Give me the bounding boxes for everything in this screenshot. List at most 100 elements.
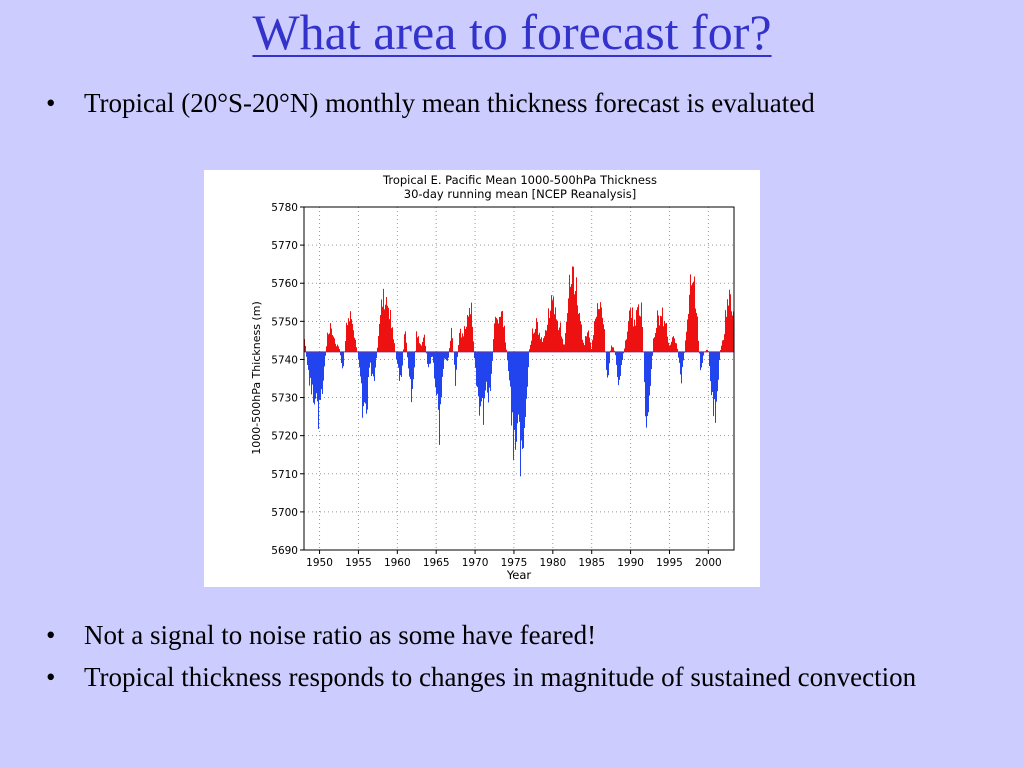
thickness-bar [654,337,655,352]
thickness-bar [425,345,426,352]
thickness-bar [521,351,522,441]
thickness-bar [437,351,438,394]
thickness-bar [695,308,696,352]
thickness-bar [387,305,388,352]
thickness-bar [333,336,334,352]
thickness-bar [697,316,698,352]
thickness-bar [565,333,566,352]
thickness-bar [365,351,366,404]
thickness-bar [454,351,455,365]
thickness-bar [328,334,329,352]
thickness-bar [709,351,710,366]
thickness-bar [723,339,724,352]
thickness-bar [725,310,726,352]
thickness-bar [433,351,434,363]
thickness-bar [341,351,342,364]
thickness-bar [498,323,499,352]
thickness-bars [304,266,734,477]
thickness-bar [335,343,336,352]
thickness-bar [618,351,619,386]
thickness-bar [612,347,613,352]
thickness-bar [489,351,490,388]
thickness-bar [647,351,648,416]
thickness-bar [309,351,310,386]
thickness-bar [459,332,460,352]
thickness-bar [307,351,308,366]
thickness-bar [486,351,487,382]
x-tick-label: 1975 [501,557,528,569]
thickness-bar [512,351,513,413]
thickness-bar [337,344,338,352]
thickness-bar [320,351,321,400]
thickness-bar [311,351,312,395]
thickness-bar [724,334,725,352]
thickness-bar [468,316,469,352]
thickness-bar [508,351,509,372]
thickness-bar [484,351,485,399]
thickness-bar [623,351,624,354]
thickness-bar [677,348,678,352]
plot-frame [303,206,735,551]
thickness-bar [515,351,516,450]
thickness-bar [719,351,720,361]
x-axis-label: Year [506,568,532,582]
thickness-bar [679,351,680,363]
thickness-bar [694,276,695,352]
thickness-bar [370,351,371,363]
thickness-bar [700,351,701,371]
x-tick-label: 1950 [306,557,333,569]
thickness-bar [701,351,702,368]
thickness-bar [732,315,733,352]
thickness-bar [430,351,431,364]
thickness-bar [355,339,356,352]
bullet-dot-icon: • [46,662,56,692]
thickness-bar [457,351,458,357]
thickness-bar [440,351,441,405]
thickness-bar [378,335,379,352]
thickness-bar [372,351,373,374]
thickness-bar [569,274,570,352]
thickness-bar [350,311,351,352]
thickness-bar [495,316,496,352]
thickness-bar [362,351,363,418]
thickness-bar [522,351,523,449]
y-tick-label: 5750 [271,316,298,328]
bullet-item: • Not a signal to noise ratio as some hav… [44,618,944,652]
thickness-chart-svg: Tropical E. Pacific Mean 1000-500hPa Thi… [250,173,735,582]
thickness-bar [410,351,411,380]
x-axis-ticks: 1950 1955 1960 1965 1970 1975 1980 1985 1990 1995… [306,550,722,569]
bullet-dot-icon: • [46,620,56,650]
thickness-bar [326,346,327,352]
thickness-bar [339,348,340,352]
top-bullet-list: • Tropical (20°S-20°N) monthly mean thick… [44,86,944,128]
thickness-bar [715,351,716,423]
thickness-bar [577,305,578,352]
thickness-bar [389,319,390,352]
thickness-bar [646,351,647,428]
thickness-bar [346,322,347,352]
thickness-bar [451,327,452,352]
thickness-bar [568,298,569,352]
thickness-bar [666,323,667,352]
thickness-bar [501,311,502,352]
thickness-bar [710,351,711,382]
thickness-bar [644,351,645,383]
thickness-bar [315,351,316,399]
thickness-bar [628,321,629,352]
thickness-bar [463,336,464,352]
thickness-bar [664,320,665,352]
thickness-bar [626,339,627,352]
thickness-bar [720,350,721,352]
thickness-bar [348,318,349,352]
thickness-bar [683,351,684,361]
thickness-bar [554,314,555,352]
thickness-bar [384,309,385,352]
thickness-bar [336,346,337,352]
thickness-bar [345,341,346,352]
thickness-bar [703,351,704,356]
thickness-bar [473,341,474,352]
thickness-bar [551,295,552,352]
thickness-bar [544,336,545,352]
thickness-bar [556,319,557,352]
thickness-bar [730,294,731,352]
